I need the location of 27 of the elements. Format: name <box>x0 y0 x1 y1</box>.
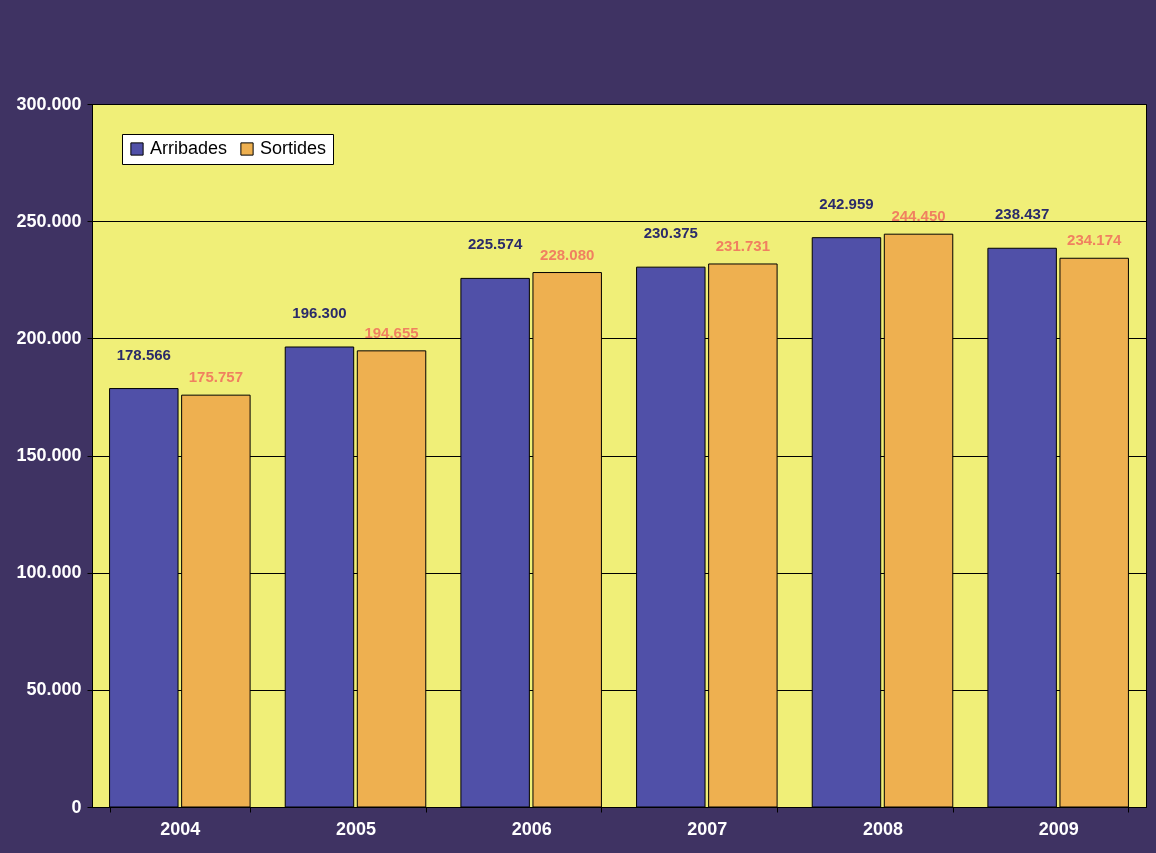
data-label: 234.174 <box>1067 231 1122 249</box>
legend-label: Sortides <box>260 138 327 158</box>
x-tick-label: 2006 <box>511 818 552 839</box>
x-tick-label: 2004 <box>160 818 201 839</box>
data-label: 238.437 <box>995 205 1050 223</box>
data-label: 244.450 <box>891 207 946 225</box>
y-tick-label: 50.000 <box>26 679 82 700</box>
data-label: 175.757 <box>188 368 243 386</box>
data-label: 242.959 <box>819 194 874 212</box>
y-tick-label: 150.000 <box>16 445 82 465</box>
data-label: 225.574 <box>468 235 523 253</box>
legend-label: Arribades <box>150 138 228 158</box>
x-tick-label: 2007 <box>687 818 728 839</box>
y-tick-label: 300.000 <box>16 93 82 114</box>
y-tick-label: 200.000 <box>16 327 82 348</box>
data-label: 194.655 <box>364 323 419 341</box>
data-label: 196.300 <box>292 304 347 321</box>
x-tick-label: 2009 <box>1038 818 1079 839</box>
y-tick-label: 250.000 <box>16 210 82 231</box>
data-label: 231.731 <box>715 236 770 254</box>
data-label: 230.375 <box>643 224 698 242</box>
data-label: 178.566 <box>116 345 171 363</box>
data-label: 228.080 <box>540 245 595 263</box>
y-tick-label: 100.000 <box>16 562 82 583</box>
x-tick-label: 2008 <box>862 818 904 839</box>
x-tick-label: 2005 <box>335 818 377 839</box>
y-tick-label: 0 <box>71 796 82 817</box>
